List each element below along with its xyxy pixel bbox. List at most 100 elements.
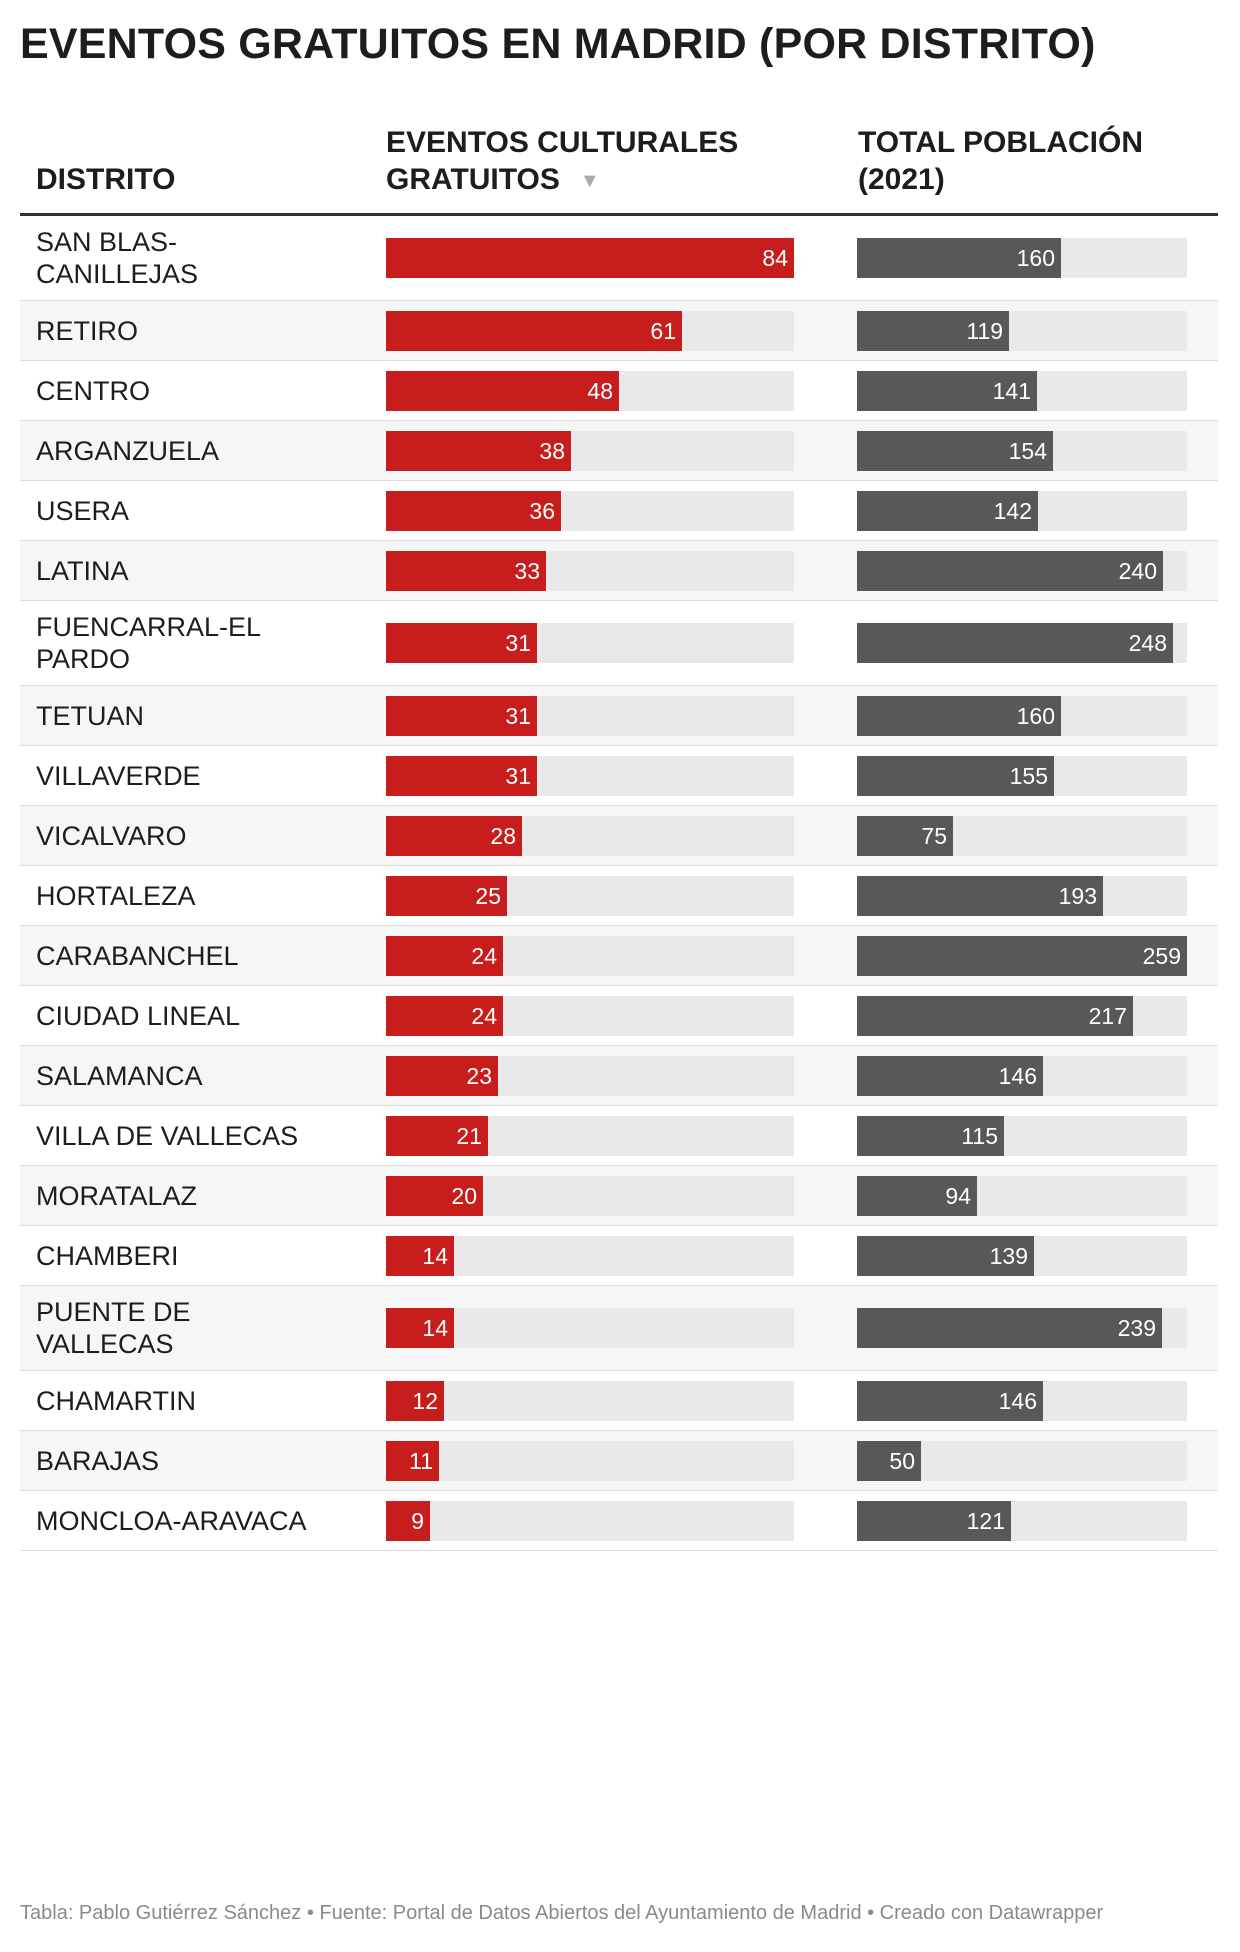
district-name-line: SALAMANCA (36, 1060, 203, 1091)
population-value: 248 (1128, 630, 1167, 656)
population-value: 146 (998, 1387, 1037, 1414)
events-value: 12 (412, 1387, 438, 1414)
table-row: CENTRO 48 141 (20, 361, 1218, 421)
district-name-line: LATINA (36, 555, 129, 586)
events-value: 14 (422, 1315, 448, 1341)
population-bar: 50 (857, 1440, 921, 1481)
population-bar-track: 141 (857, 370, 1187, 411)
population-bar: 160 (857, 695, 1061, 736)
table-row: ARGANZUELA 38 154 (20, 421, 1218, 481)
events-value: 31 (505, 762, 531, 789)
district-name-line: SAN BLAS- (36, 227, 178, 257)
events-bar-track: 36 (386, 490, 794, 531)
events-bar-track: 28 (386, 815, 794, 856)
population-value: 217 (1088, 1002, 1127, 1029)
district-name-line: RETIRO (36, 315, 139, 346)
column-header-district[interactable]: DISTRITO (36, 161, 175, 257)
table-row: BARAJAS 11 50 (20, 1431, 1218, 1491)
events-bar: 31 (386, 755, 537, 796)
sort-descending-icon[interactable]: ▼ (579, 169, 600, 192)
district-name: VICALVARO (36, 820, 336, 852)
population-value: 160 (1016, 245, 1055, 271)
events-bar-track: 14 (386, 1235, 794, 1276)
district-name-line: CIUDAD LINEAL (36, 1000, 241, 1031)
district-name: CARABANCHEL (36, 940, 336, 972)
events-value: 31 (505, 630, 531, 656)
population-value: 160 (1016, 702, 1055, 729)
population-value: 119 (966, 317, 1003, 344)
table-row: FUENCARRAL-EL PARDO 31 248 (20, 601, 1218, 686)
population-bar: 121 (857, 1500, 1011, 1541)
events-bar: 84 (386, 238, 794, 278)
district-name: VILLAVERDE (36, 760, 336, 792)
events-bar: 24 (386, 995, 503, 1036)
population-value: 259 (1142, 942, 1181, 969)
district-name: ARGANZUELA (36, 435, 336, 467)
column-header-population-line1: TOTAL POBLACIÓN (858, 126, 1143, 159)
events-value: 28 (490, 822, 516, 849)
events-bar: 14 (386, 1235, 454, 1276)
table-row: VILLA DE VALLECAS 21 115 (20, 1106, 1218, 1166)
events-value: 14 (422, 1242, 448, 1269)
population-bar: 146 (857, 1055, 1043, 1096)
column-header-events[interactable]: EVENTOS CULTURALES GRATUITOS ▼ (386, 124, 766, 220)
events-bar-track: 48 (386, 370, 794, 411)
table-row: MONCLOA-ARAVACA 9 121 (20, 1491, 1218, 1551)
district-name: CHAMARTIN (36, 1385, 336, 1417)
events-bar: 12 (386, 1380, 444, 1421)
district-name-line: CENTRO (36, 375, 150, 406)
table-row: CIUDAD LINEAL 24 217 (20, 986, 1218, 1046)
population-bar: 75 (857, 815, 953, 856)
population-bar-track: 240 (857, 550, 1187, 591)
district-name-line: BARAJAS (36, 1445, 160, 1476)
population-bar: 240 (857, 550, 1163, 591)
events-value: 21 (456, 1122, 482, 1149)
events-bar-track: 12 (386, 1380, 794, 1421)
events-bar-track: 84 (386, 238, 794, 278)
events-bar-track: 11 (386, 1440, 794, 1481)
district-name: SALAMANCA (36, 1060, 336, 1092)
population-bar-track: 239 (857, 1308, 1187, 1348)
population-bar-track: 160 (857, 238, 1187, 278)
district-name: TETUAN (36, 700, 336, 732)
column-header-district-label: DISTRITO (36, 163, 176, 196)
district-name-line: VILLA DE VALLECAS (36, 1120, 299, 1151)
column-header-population-line2: (2021) (858, 163, 945, 196)
table-row: SALAMANCA 23 146 (20, 1046, 1218, 1106)
district-name-line: FUENCARRAL-EL (36, 612, 262, 642)
events-value: 33 (514, 557, 540, 584)
events-bar-track: 25 (386, 875, 794, 916)
events-value: 24 (471, 1002, 497, 1029)
events-value: 48 (587, 377, 613, 404)
events-bar: 61 (386, 310, 682, 351)
population-bar: 193 (857, 875, 1103, 916)
population-bar-track: 217 (857, 995, 1187, 1036)
district-name: PUENTE DE VALLECAS (36, 1296, 336, 1360)
events-bar-track: 20 (386, 1175, 794, 1216)
table-row: RETIRO 61 119 (20, 301, 1218, 361)
table-row: LATINA 33 240 (20, 541, 1218, 601)
events-bar-track: 31 (386, 755, 794, 796)
table-row: HORTALEZA 25 193 (20, 866, 1218, 926)
population-bar: 115 (857, 1115, 1004, 1156)
events-bar: 14 (386, 1308, 454, 1348)
population-bar: 160 (857, 238, 1061, 278)
events-bar-track: 9 (386, 1500, 794, 1541)
district-name-line: CHAMARTIN (36, 1385, 197, 1416)
events-bar: 33 (386, 550, 546, 591)
events-bar-track: 21 (386, 1115, 794, 1156)
district-name: FUENCARRAL-EL PARDO (36, 611, 336, 675)
events-bar-track: 33 (386, 550, 794, 591)
column-header-population[interactable]: TOTAL POBLACIÓN (2021) (858, 124, 1198, 220)
column-header-events-line2: GRATUITOS (386, 163, 560, 196)
events-value: 38 (539, 437, 565, 464)
events-bar-track: 38 (386, 430, 794, 471)
population-bar-track: 155 (857, 755, 1187, 796)
events-value: 61 (650, 317, 676, 344)
events-value: 9 (411, 1507, 424, 1534)
table-row: CHAMBERI 14 139 (20, 1226, 1218, 1286)
population-bar: 119 (857, 310, 1009, 351)
population-bar-track: 160 (857, 695, 1187, 736)
district-name-line: VALLECAS (36, 1329, 174, 1359)
population-bar: 248 (857, 623, 1173, 663)
